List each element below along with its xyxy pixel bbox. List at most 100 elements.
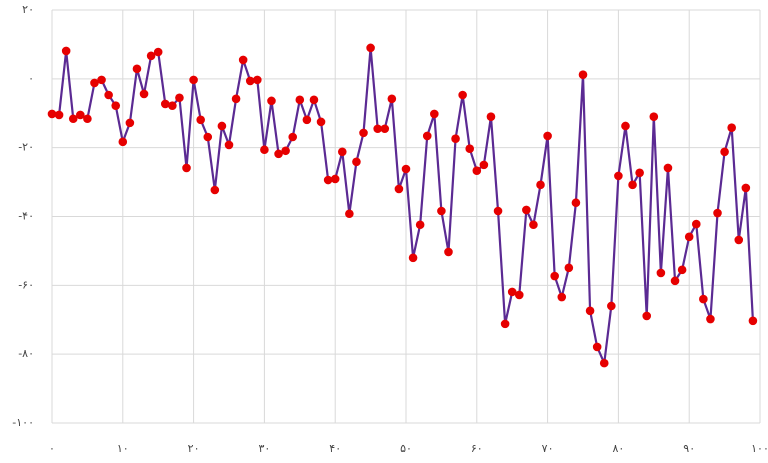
data-point [217,121,227,131]
x-tick-label: ۷۰ [542,442,554,455]
data-point [231,94,241,104]
data-point [522,205,531,215]
data-point [677,265,687,275]
data-point [741,183,751,193]
data-point [118,137,128,147]
y-tick-label: -۴۰ [18,210,34,223]
data-point [607,301,616,311]
data-point [90,78,99,88]
data-point [260,145,269,155]
data-point [430,109,439,119]
data-point [493,206,503,216]
data-point [125,118,135,128]
data-point [330,174,340,184]
data-point [571,198,581,208]
data-point [507,287,517,297]
data-point [373,124,382,134]
data-point [444,247,453,257]
data-point [196,115,205,125]
data-point [550,271,559,281]
data-point [621,121,630,131]
data-point [153,47,163,57]
y-tick-label: -۲۰ [18,141,34,154]
data-point [309,95,319,105]
data-point [224,140,234,150]
x-tick-label: ۴۰ [329,442,341,455]
data-point [536,180,545,190]
data-point [61,46,71,56]
data-point [182,163,191,173]
data-point [514,290,524,300]
data-point [111,101,121,110]
data-point [635,168,644,178]
data-point [345,209,354,219]
data-point [316,117,326,127]
data-point [146,51,156,61]
data-point [203,132,213,142]
data-point [267,96,276,106]
x-tick-label: ۳۰ [258,442,270,455]
data-point [168,101,177,110]
x-tick-label: ۱۰۰ [751,442,768,455]
data-point [670,276,680,286]
data-point [288,132,298,142]
data-point [557,292,567,302]
data-point [253,75,262,85]
data-point [628,180,637,190]
data-point [465,144,475,153]
data-point [359,128,368,138]
data-point [592,342,602,352]
data-point [713,208,722,218]
data-point [472,166,482,176]
data-point [479,160,489,170]
data-point [578,70,588,80]
data-point [175,93,184,103]
data-point [47,109,57,119]
data-point [281,146,290,156]
y-tick-label: -۶۰ [18,278,34,291]
data-point [139,89,149,99]
data-point [486,112,496,121]
x-tick-label: ۸۰ [612,442,624,455]
data-point [734,235,744,245]
data-point [529,220,538,230]
x-tick-label: ۶۰ [471,442,483,455]
data-point [663,163,673,173]
data-point [380,124,390,134]
data-point [564,263,574,273]
data-point [295,95,305,105]
data-point [699,294,708,304]
y-tick-label: ۰ [28,72,34,85]
data-point [451,134,460,144]
data-point [323,175,333,185]
data-point [401,164,411,174]
x-tick-label: ۰ [49,442,55,455]
data-point [727,123,736,133]
x-tick-label: ۱۰ [117,442,129,455]
y-tick-label: ۲۰ [22,3,34,16]
x-tick-label: ۲۰ [188,442,200,455]
data-point [422,131,432,141]
data-point [76,110,85,120]
data-point [599,358,609,368]
data-point [500,319,510,329]
data-point [274,149,283,159]
data-point [337,147,347,157]
data-point [104,90,113,100]
data-point [543,131,552,141]
data-point [210,185,220,195]
data-point [97,75,106,85]
data-point [83,114,92,124]
data-point [132,64,142,74]
data-point [245,76,255,86]
data-point [720,147,729,157]
data-point [684,232,694,242]
data-point [706,314,715,324]
data-point [415,220,425,230]
data-point [585,306,595,316]
data-point [302,115,312,125]
data-point [352,157,361,167]
x-tick-label: ۵۰ [400,442,412,455]
y-tick-label: -۱۰۰ [12,416,34,429]
